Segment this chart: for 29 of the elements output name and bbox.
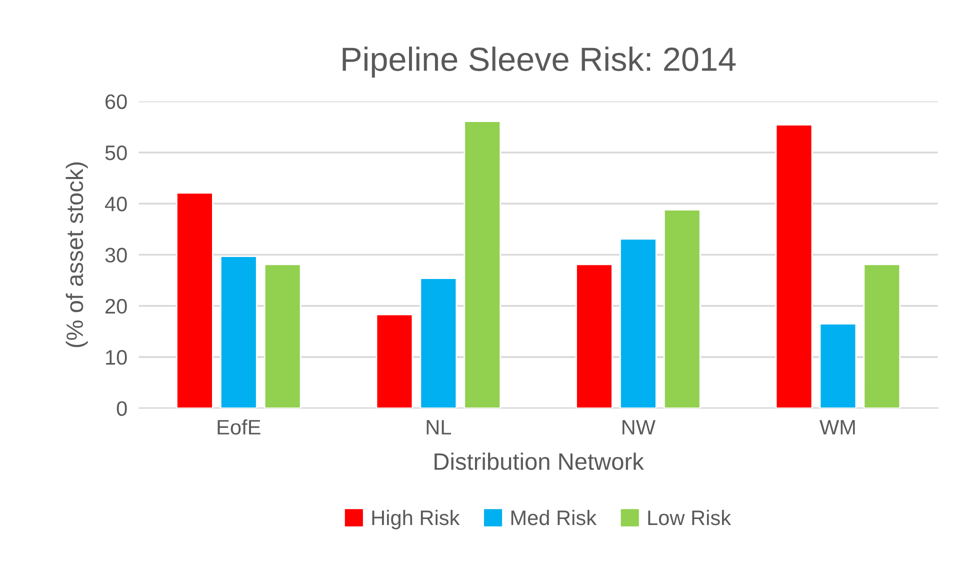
x-axis-title: Distribution Network	[434, 452, 644, 470]
legend-label: Med Risk	[511, 510, 597, 526]
bar	[264, 264, 302, 408]
x-tick-label: NW	[622, 420, 656, 434]
y-tick-label: 0	[116, 401, 127, 416]
bar	[620, 238, 657, 408]
y-tick-label: 20	[106, 298, 127, 314]
bar	[376, 314, 414, 408]
bar	[176, 192, 214, 408]
bar	[420, 278, 458, 408]
y-axis-title: (% of asset stock)	[66, 162, 88, 348]
bar	[863, 264, 901, 408]
bar	[775, 124, 813, 408]
y-tick-label: 60	[106, 94, 127, 110]
bar	[663, 209, 701, 408]
y-tick-label: 30	[105, 248, 127, 263]
chart-title: Pipeline Sleeve Risk: 2014	[342, 46, 736, 78]
bar	[819, 323, 857, 408]
bar	[220, 256, 258, 408]
x-tick-label: EofE	[218, 419, 260, 435]
bar	[576, 264, 613, 408]
legend-label: Low Risk	[648, 510, 732, 526]
x-tick-label: NL	[426, 420, 452, 434]
legend-label: High Risk	[372, 510, 460, 530]
x-tick-label: WM	[820, 420, 855, 434]
bar	[464, 120, 502, 408]
y-tick-label: 40	[104, 196, 127, 212]
y-tick-label: 10	[106, 350, 127, 365]
y-tick-label: 50	[105, 145, 127, 160]
